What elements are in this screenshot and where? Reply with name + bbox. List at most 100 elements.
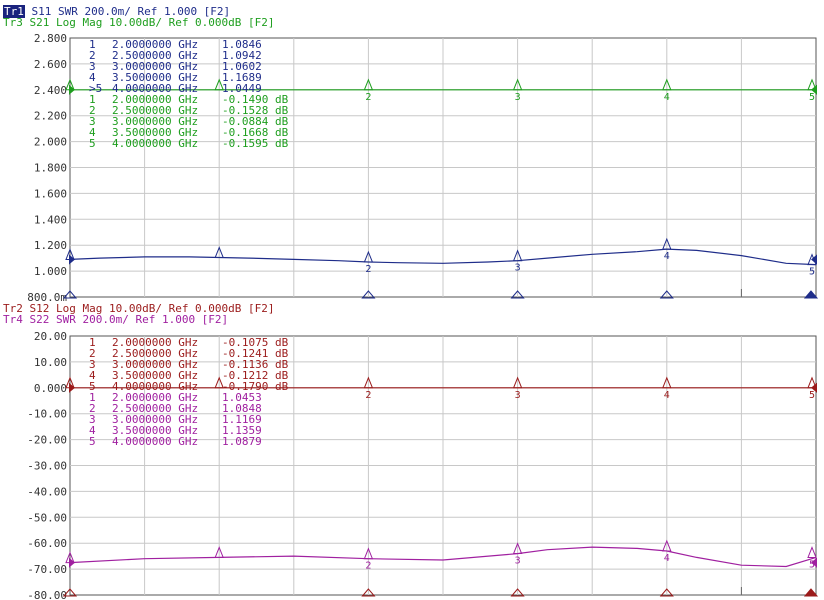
- marker-triangle: [512, 78, 523, 91]
- marker-row-number: 3: [89, 413, 96, 426]
- marker-row-frequency: 2.5000000 GHz: [112, 104, 198, 117]
- trace-line: [69, 546, 817, 568]
- marker-row-frequency: 4.0000000 GHz: [112, 435, 198, 448]
- y-tick-label: 0.000: [34, 382, 67, 395]
- marker-triangle: [65, 551, 75, 564]
- marker-triangle: [512, 376, 523, 389]
- marker-triangle: [214, 246, 224, 259]
- marker-triangle: [807, 376, 817, 389]
- marker-row-value: -0.0884 dB: [222, 115, 289, 128]
- stimulus-marker: [803, 588, 819, 597]
- trace-header-tr4[interactable]: Tr4 S22 SWR 200.0m/ Ref 1.000 [F2]: [3, 314, 275, 325]
- marker-label: 4: [664, 251, 670, 262]
- trace-header-tr2[interactable]: Tr2 S12 Log Mag 10.00dB/ Ref 0.000dB [F2…: [3, 303, 275, 314]
- y-tick-label: 2.800: [34, 32, 67, 45]
- marker-row-frequency: 2.0000000 GHz: [112, 93, 198, 106]
- marker-triangle: [662, 376, 672, 389]
- marker-row-value: 1.0846: [222, 38, 262, 51]
- stimulus-marker: [62, 588, 78, 597]
- marker-label: 2: [365, 390, 371, 401]
- marker-row-value: 1.0879: [222, 435, 262, 448]
- marker-row-value: -0.1136 dB: [222, 358, 289, 371]
- marker-row-value: -0.1241 dB: [222, 347, 289, 360]
- panel1-header: Tr1 S11 SWR 200.0m/ Ref 1.000 [F2] Tr3 S2…: [3, 5, 275, 28]
- marker-row-number: 3: [89, 60, 96, 73]
- y-tick-label: 1.000: [34, 265, 67, 278]
- marker-label: 4: [664, 553, 670, 564]
- marker-row-value: -0.1528 dB: [222, 104, 289, 117]
- y-tick-label: 2.000: [34, 136, 67, 149]
- y-tick-label: 800.0m: [27, 291, 67, 304]
- marker-row-frequency: 2.5000000 GHz: [112, 347, 198, 360]
- marker-row-value: -0.1075 dB: [222, 336, 289, 349]
- y-tick-label: 20.00: [34, 330, 67, 343]
- marker-triangle: [807, 78, 817, 91]
- marker-row-value: 1.1689: [222, 71, 262, 84]
- marker-triangle: [363, 547, 374, 560]
- marker-row-frequency: 3.5000000 GHz: [112, 424, 198, 437]
- y-tick-label: -70.00: [27, 563, 67, 576]
- marker-row-number: 1: [89, 391, 96, 404]
- trace-id: Tr2: [3, 302, 23, 315]
- stimulus-marker: [62, 290, 78, 299]
- marker-row-number: 1: [89, 93, 96, 106]
- trace-settings: S22 SWR 200.0m/ Ref 1.000 [F2]: [22, 313, 229, 326]
- marker-row-number: 3: [89, 358, 96, 371]
- marker-row-value: 1.1359: [222, 424, 262, 437]
- y-tick-label: 1.800: [34, 162, 67, 175]
- marker-row-value: -0.1668 dB: [222, 126, 289, 139]
- marker-triangle: [214, 546, 224, 558]
- marker-row-number: 2: [89, 49, 96, 62]
- marker-row-number: 4: [89, 369, 96, 382]
- marker-row-value: 1.0942: [222, 49, 262, 62]
- marker-row-number: 2: [89, 104, 96, 117]
- marker-row-frequency: 3.0000000 GHz: [112, 413, 198, 426]
- y-tick-label: -20.00: [27, 434, 67, 447]
- marker-row-frequency: 4.0000000 GHz: [112, 380, 198, 393]
- stimulus-marker: [803, 290, 819, 299]
- marker-row-frequency: 2.5000000 GHz: [112, 49, 198, 62]
- marker-row-frequency: 4.0000000 GHz: [112, 137, 198, 150]
- stimulus-marker: [361, 588, 376, 597]
- marker-triangle: [214, 376, 224, 389]
- y-tick-label: -40.00: [27, 485, 67, 498]
- y-tick-label: -60.00: [27, 537, 67, 550]
- ref-level-arrow-right: [811, 557, 817, 568]
- marker-row-frequency: 2.0000000 GHz: [112, 336, 198, 349]
- marker-row-number: 5: [89, 380, 96, 393]
- marker-label: 2: [365, 92, 371, 103]
- marker-row-number: 5: [89, 435, 96, 448]
- trace-id: Tr4: [3, 313, 23, 326]
- marker-row-number: 4: [89, 71, 96, 84]
- marker-row-frequency: 3.0000000 GHz: [112, 115, 198, 128]
- y-tick-label: -30.00: [27, 460, 67, 473]
- marker-triangle: [65, 78, 75, 91]
- y-tick-label: 2.600: [34, 58, 67, 71]
- trace-settings: S21 Log Mag 10.00dB/ Ref 0.000dB [F2]: [22, 16, 275, 29]
- marker-row-frequency: 3.5000000 GHz: [112, 71, 198, 84]
- marker-row-value: 1.0848: [222, 402, 262, 415]
- trace-header-tr3[interactable]: Tr3 S21 Log Mag 10.00dB/ Ref 0.000dB [F2…: [3, 17, 275, 28]
- marker-triangle: [662, 539, 672, 552]
- trace-settings: S12 Log Mag 10.00dB/ Ref 0.000dB [F2]: [22, 302, 275, 315]
- trace-id: Tr1: [3, 5, 25, 18]
- marker-label: 5: [809, 390, 815, 401]
- y-tick-label: 2.200: [34, 110, 67, 123]
- marker-label: 3: [515, 390, 521, 401]
- marker-row-frequency: 2.0000000 GHz: [112, 38, 198, 51]
- marker-row-number: 4: [89, 126, 96, 139]
- marker-triangle: [363, 250, 374, 263]
- trace-header-tr1[interactable]: Tr1 S11 SWR 200.0m/ Ref 1.000 [F2]: [3, 5, 275, 18]
- marker-triangle: [807, 546, 817, 558]
- trace-settings: S11 SWR 200.0m/ Ref 1.000 [F2]: [24, 5, 231, 18]
- trace-line: [69, 248, 817, 266]
- marker-label: 4: [664, 92, 670, 103]
- marker-row-number: 1: [89, 38, 96, 51]
- marker-label: 5: [809, 559, 815, 570]
- marker-row-value: 1.0453: [222, 391, 262, 404]
- marker-row-number: >5: [89, 82, 102, 95]
- marker-row-frequency: 3.0000000 GHz: [112, 60, 198, 73]
- y-tick-label: 1.400: [34, 213, 67, 226]
- marker-row-frequency: 2.5000000 GHz: [112, 402, 198, 415]
